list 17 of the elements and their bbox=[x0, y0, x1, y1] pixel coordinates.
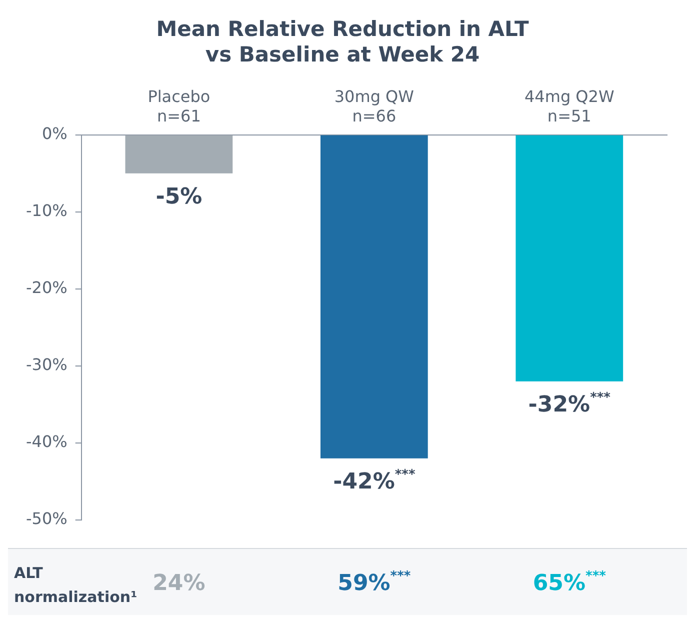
x-tick-label: Placebo n=61 bbox=[148, 87, 210, 126]
text: 24% bbox=[152, 571, 206, 596]
text: 65%*** bbox=[532, 569, 606, 596]
y-tick-label: -50% bbox=[26, 509, 68, 528]
data-label: -42%*** bbox=[333, 467, 416, 494]
y-tick-label: 0% bbox=[42, 124, 68, 143]
y-tick-label: -20% bbox=[26, 278, 68, 298]
data-label: -32%*** bbox=[528, 390, 611, 418]
text: ALT normalization¹ bbox=[14, 564, 138, 606]
data-label: -5% bbox=[156, 184, 202, 210]
y-tick-label: -10% bbox=[26, 200, 68, 220]
y-tick-label: -40% bbox=[26, 432, 68, 452]
x-tick-label: 44mg Q2W n=51 bbox=[524, 87, 614, 126]
y-tick-label: -30% bbox=[26, 355, 68, 374]
text: 59%*** bbox=[338, 569, 411, 596]
chart-title: Mean Relative Reduction in ALT vs Baseline at Week 24 bbox=[156, 17, 530, 66]
x-tick-label: 30mg QW n=66 bbox=[334, 87, 414, 126]
